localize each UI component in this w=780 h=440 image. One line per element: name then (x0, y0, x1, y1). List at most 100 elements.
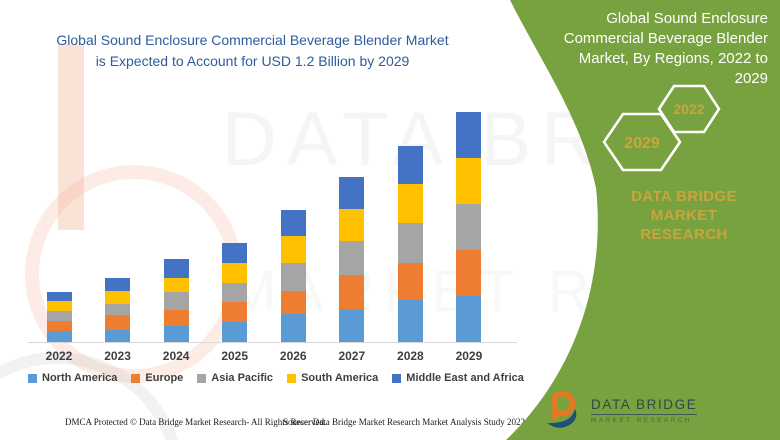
legend-swatch (287, 373, 297, 383)
legend-swatch (131, 373, 141, 383)
bar-segment-2022-north-america (47, 331, 72, 342)
bar-segment-2026-asia-pacific (280, 262, 306, 291)
bar-segment-2027-europe (339, 274, 365, 309)
bar-segment-2024-south-america (163, 278, 189, 292)
side-panel-title-line1: Global Sound Enclosure (606, 10, 768, 27)
bar-segment-2022-europe (47, 320, 72, 332)
bar-2022 (47, 292, 72, 342)
year-hexagons: 2029 2022 (602, 84, 721, 172)
legend-label: South America (301, 372, 379, 384)
bar-segment-2029-asia-pacific (455, 204, 481, 250)
bar-segment-2023-north-america (105, 329, 131, 342)
bar-2028 (397, 145, 423, 342)
company-logo-name: DATA BRIDGE (591, 397, 698, 415)
bar-segment-2028-middle-east-and-africa (397, 145, 423, 185)
hexagon-2029 (602, 112, 682, 172)
bar-segment-2029-europe (455, 249, 481, 297)
hexagon-2029-label: 2029 (624, 135, 660, 152)
bar-segment-2023-asia-pacific (105, 303, 131, 316)
bar-segment-2025-asia-pacific (222, 282, 248, 302)
legend-item-middle-east-and-africa: Middle East and Africa (392, 372, 524, 384)
bar-segment-2028-south-america (397, 184, 423, 223)
legend-swatch (197, 373, 207, 383)
bar-2024 (163, 259, 189, 342)
company-logo-icon (547, 390, 577, 428)
footer-source: Source: Data Bridge Market Research Mark… (283, 417, 525, 427)
x-tick-2029: 2029 (455, 349, 483, 363)
bar-segment-2025-north-america (222, 322, 248, 342)
legend-item-south-america: South America (287, 372, 378, 384)
bar-segment-2023-south-america (105, 291, 131, 304)
bar-segment-2026-south-america (280, 235, 306, 263)
bar-2023 (105, 277, 131, 342)
brand-wordmark: DATA BRIDGE MARKET RESEARCH (600, 187, 768, 244)
bar-segment-2025-europe (222, 301, 248, 323)
bar-segment-2022-asia-pacific (47, 311, 72, 321)
side-panel-title-line3: Market, By Regions, 2022 to (578, 50, 768, 67)
chart-legend: North America Europe Asia Pacific South Ame… (28, 372, 524, 384)
company-logo-text: DATA BRIDGE MARKET RESEARCH (591, 397, 698, 424)
x-axis-tick-labels: 2022 2023 2024 2025 2026 2027 2028 2029 (35, 349, 493, 363)
bar-segment-2023-europe (105, 315, 131, 330)
x-tick-2027: 2027 (338, 349, 366, 363)
x-tick-2026: 2026 (279, 349, 307, 363)
bar-segment-2028-asia-pacific (397, 222, 423, 264)
bar-2026 (280, 210, 306, 342)
bar-segment-2026-europe (280, 290, 306, 314)
side-panel-title: Global Sound Enclosure Commercial Bevera… (540, 9, 768, 89)
bar-segment-2028-europe (397, 263, 423, 301)
bar-2029 (455, 112, 481, 342)
footer-copyright: DMCA Protected © Data Bridge Market Rese… (65, 417, 327, 427)
bar-segment-2022-middle-east-and-africa (47, 292, 72, 302)
side-panel-title-line4: 2029 (734, 70, 768, 87)
legend-label: North America (42, 372, 118, 384)
legend-label: Asia Pacific (211, 372, 274, 384)
legend-item-north-america: North America (28, 372, 117, 384)
footer: DMCA Protected © Data Bridge Market Rese… (0, 414, 540, 434)
bar-segment-2023-middle-east-and-africa (105, 277, 131, 292)
bar-segment-2022-south-america (47, 301, 72, 312)
x-tick-2023: 2023 (104, 349, 131, 363)
hexagon-2022-label: 2022 (673, 101, 704, 117)
x-axis-line (28, 342, 517, 343)
bar-segment-2026-north-america (280, 314, 306, 342)
hexagon-2022 (657, 84, 721, 134)
brand-wordmark-line2: RESEARCH (640, 226, 728, 243)
bar-segment-2027-asia-pacific (339, 241, 365, 275)
chart-headline-line1: Global Sound Enclosure Commercial Bevera… (56, 32, 449, 48)
bar-2025 (222, 243, 248, 342)
company-logo-subtitle: MARKET RESEARCH (591, 416, 692, 424)
legend-item-asia-pacific: Asia Pacific (197, 372, 273, 384)
bar-segment-2024-north-america (163, 325, 189, 342)
bar-segment-2027-middle-east-and-africa (339, 176, 365, 209)
legend-item-europe: Europe (131, 372, 183, 384)
bar-segment-2029-north-america (455, 296, 481, 342)
legend-swatch (392, 373, 402, 383)
bar-segment-2024-europe (163, 309, 189, 326)
brand-wordmark-line1: DATA BRIDGE MARKET (631, 188, 737, 224)
chart-headline: Global Sound Enclosure Commercial Bevera… (0, 30, 505, 72)
stacked-bar-chart (47, 107, 481, 342)
bar-segment-2028-north-america (397, 300, 423, 342)
x-tick-2024: 2024 (162, 349, 190, 363)
legend-label: Europe (145, 372, 184, 384)
bar-segment-2029-middle-east-and-africa (455, 112, 481, 159)
x-tick-2028: 2028 (397, 349, 424, 363)
x-tick-2022: 2022 (45, 349, 73, 363)
bar-segment-2024-asia-pacific (163, 291, 189, 310)
bar-segment-2027-south-america (339, 208, 365, 242)
bar-segment-2025-south-america (222, 263, 248, 283)
legend-label: Middle East and Africa (406, 372, 524, 384)
bar-segment-2027-north-america (339, 309, 365, 342)
x-tick-2025: 2025 (221, 349, 249, 363)
bar-segment-2025-middle-east-and-africa (222, 243, 248, 264)
bar-2027 (339, 176, 365, 342)
bar-segment-2024-middle-east-and-africa (163, 259, 189, 279)
company-logo: DATA BRIDGE MARKET RESEARCH (544, 389, 698, 431)
bar-segment-2029-south-america (455, 158, 481, 205)
chart-headline-line2: is Expected to Account for USD 1.2 Billi… (95, 53, 410, 69)
side-panel-title-line2: Commercial Beverage Blender (563, 30, 768, 47)
bar-segment-2026-middle-east-and-africa (280, 210, 306, 236)
legend-swatch (28, 373, 37, 383)
